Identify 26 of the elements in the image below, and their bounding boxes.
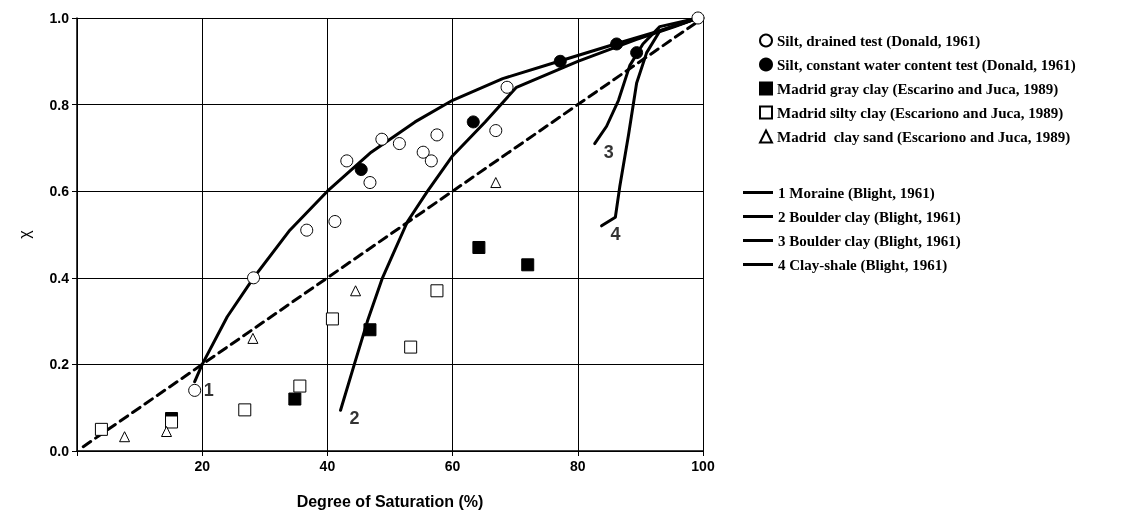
annotation: 3 bbox=[603, 141, 614, 162]
legend-label: 2 Boulder clay (Blight, 1961) bbox=[778, 208, 961, 226]
x-tick-label: 40 bbox=[319, 458, 336, 474]
x-axis-title: Degree of Saturation (%) bbox=[296, 492, 484, 510]
y-tick-label: 0.8 bbox=[49, 96, 70, 113]
x-tick-label: 20 bbox=[194, 458, 211, 474]
legend-label: Madrid gray clay (Escarino and Juca, 1989) bbox=[777, 80, 1059, 98]
y-tick-label: 0.6 bbox=[49, 183, 70, 200]
annotation: 4 bbox=[610, 223, 621, 244]
x-tick-label: 100 bbox=[691, 458, 715, 474]
y-tick-label: 0.4 bbox=[49, 269, 70, 286]
legend-label: 3 Boulder clay (Blight, 1961) bbox=[778, 232, 961, 250]
x-tick-label: 80 bbox=[570, 458, 586, 474]
legend-label: Madrid clay sand (Escariono and Juca, 1989) bbox=[777, 128, 1071, 146]
legend-label: 4 Clay-shale (Blight, 1961) bbox=[778, 256, 948, 274]
legend-label: Silt, drained test (Donald, 1961) bbox=[777, 32, 981, 50]
y-tick-label: 0.2 bbox=[49, 356, 70, 373]
annotation: 2 bbox=[349, 408, 360, 429]
annotation: 1 bbox=[203, 379, 214, 400]
x-tick-label: 60 bbox=[444, 458, 461, 474]
y-tick-label: 1.0 bbox=[49, 10, 70, 26]
y-axis-title: χ bbox=[15, 229, 33, 239]
legend-label: Silt, constant water content test (Donald, 1961) bbox=[777, 56, 1076, 74]
legend-label: 1 Moraine (Blight, 1961) bbox=[778, 184, 935, 202]
legend-label: Madrid silty clay (Escariono and Juca, 1989) bbox=[777, 104, 1064, 122]
y-tick-label: 0.0 bbox=[49, 443, 70, 459]
